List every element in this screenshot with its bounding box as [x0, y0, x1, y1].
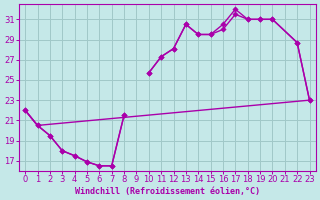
X-axis label: Windchill (Refroidissement éolien,°C): Windchill (Refroidissement éolien,°C): [75, 187, 260, 196]
